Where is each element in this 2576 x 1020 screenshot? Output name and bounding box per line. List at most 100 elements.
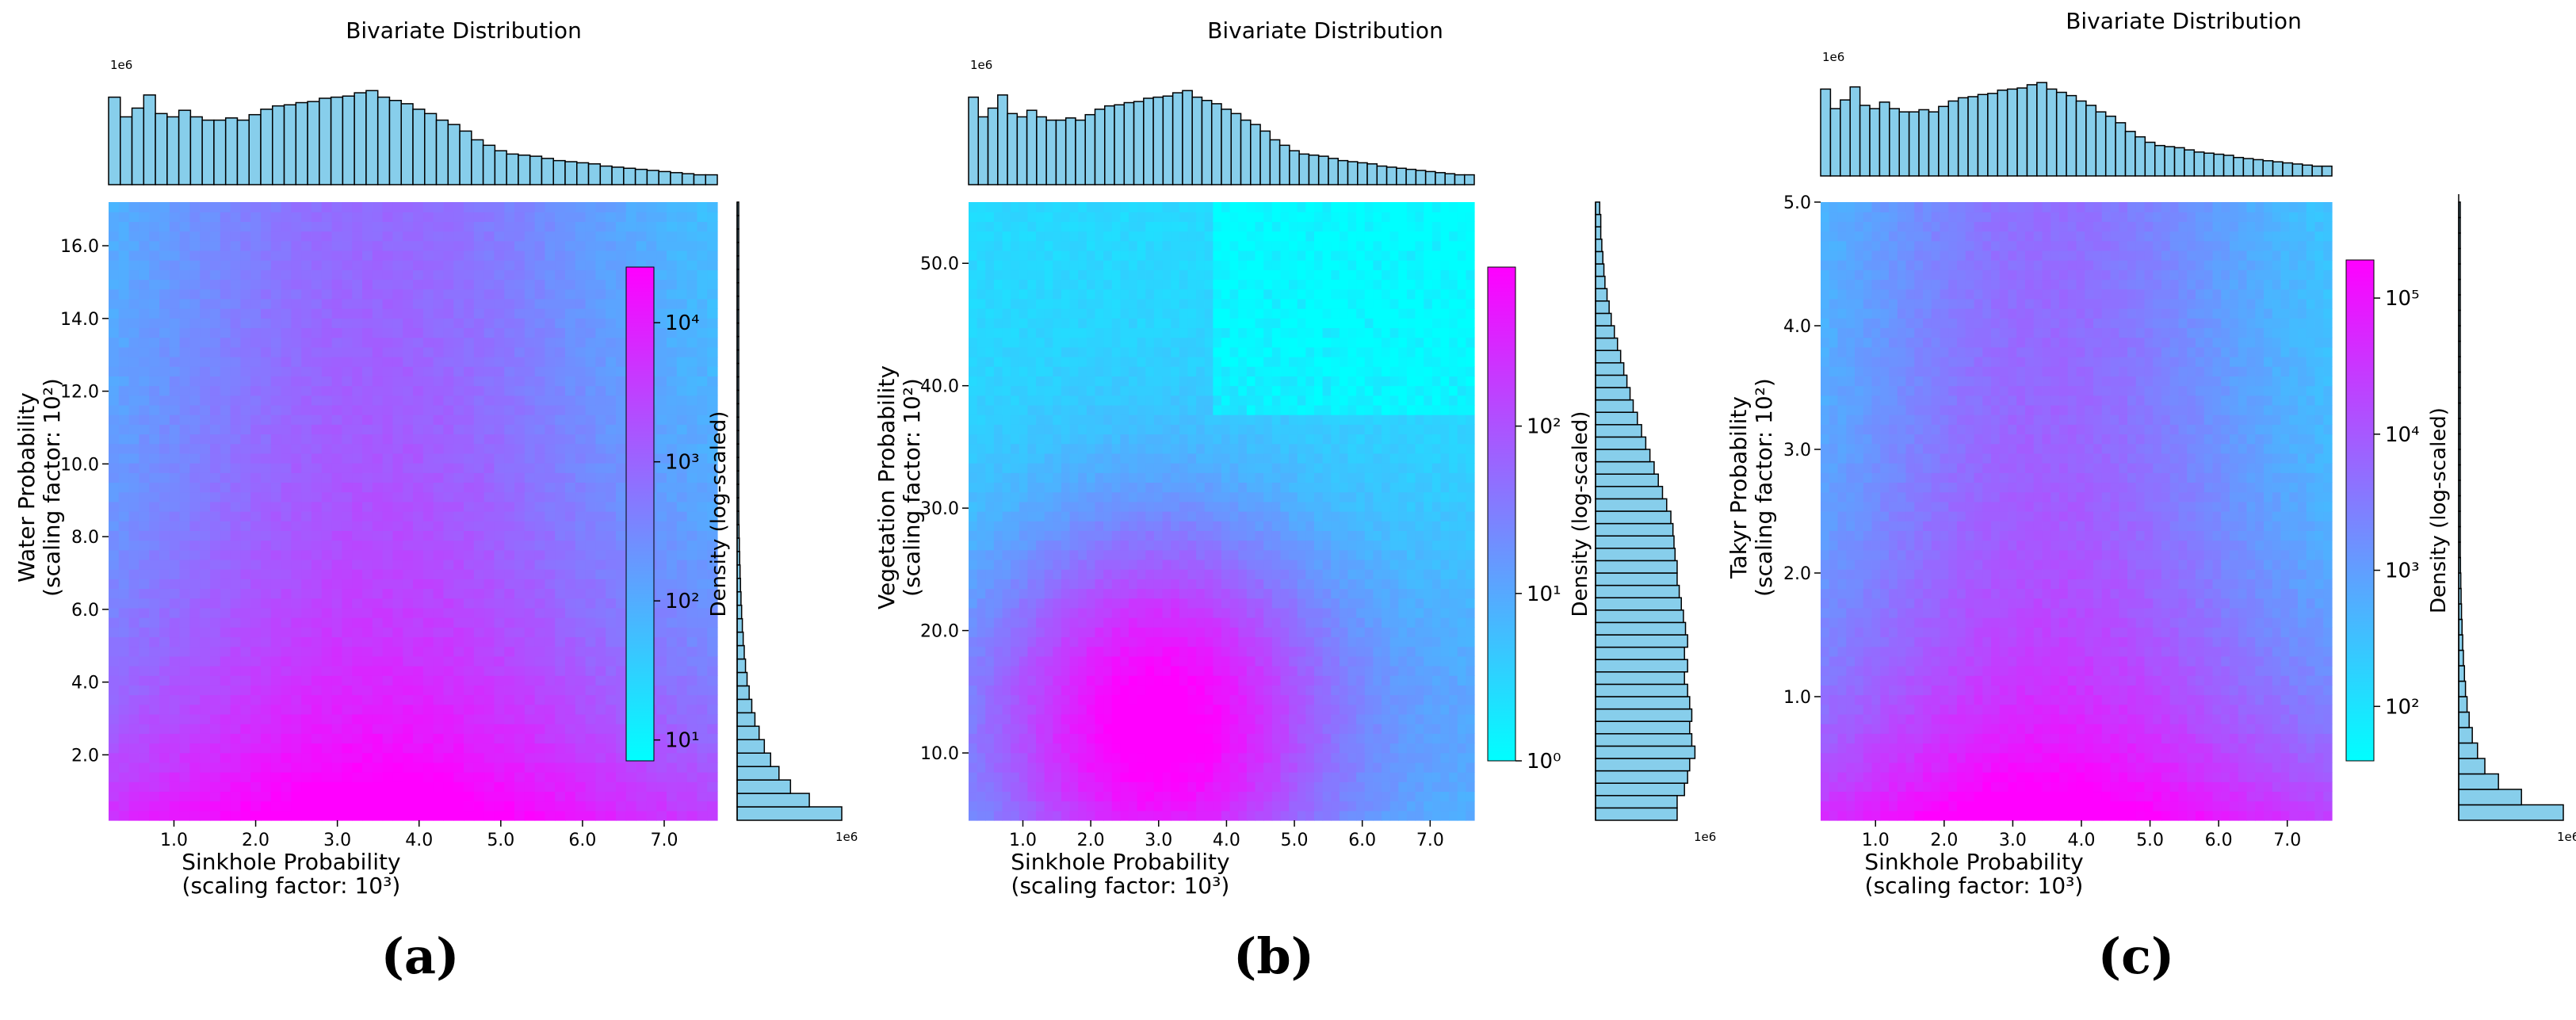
heatmap-cell [433, 221, 444, 232]
heatmap-cell [403, 617, 414, 628]
heatmap-cell [686, 318, 698, 329]
heatmap-cell [413, 443, 424, 454]
heatmap-cell [534, 298, 545, 309]
heatmap-cell [656, 810, 667, 821]
heatmap-cell [969, 385, 978, 396]
heatmap-cell [565, 491, 576, 502]
heatmap-cell [1027, 202, 1037, 212]
heatmap-cell [1019, 791, 1029, 802]
x-tick-label: 2.0 [242, 831, 269, 850]
heatmap-cell [311, 212, 323, 222]
heatmap-cell [1053, 376, 1062, 387]
heatmap-cell [230, 298, 241, 309]
heatmap-cell [200, 666, 211, 676]
heatmap-cell [342, 627, 353, 638]
heatmap-cell [1061, 685, 1071, 696]
heatmap-cell [1061, 724, 1071, 734]
heatmap-cell [169, 404, 181, 415]
heatmap-cell [707, 724, 718, 734]
heatmap-cell [230, 685, 241, 696]
heatmap-cell [240, 250, 251, 261]
heatmap-cell [331, 733, 342, 744]
heatmap-cell [1002, 337, 1011, 348]
heatmap-cell [494, 327, 505, 338]
heatmap-cell [667, 298, 678, 309]
heatmap-cell [697, 424, 708, 435]
heatmap-cell [977, 385, 986, 396]
heatmap-cell [331, 212, 342, 222]
top-hist-bar [120, 116, 133, 185]
heatmap-cell [473, 212, 485, 222]
heatmap-cell [1002, 627, 1011, 638]
heatmap-cell [321, 530, 333, 541]
heatmap-cell [993, 666, 1003, 676]
heatmap-cell [473, 395, 485, 406]
top-hist-bar [1269, 139, 1281, 185]
heatmap-cell [993, 607, 1003, 618]
heatmap-cell [969, 482, 978, 493]
x-tick-label: 1.0 [160, 831, 188, 850]
heatmap-cell [969, 298, 978, 309]
heatmap-cell [1069, 772, 1079, 782]
heatmap-cell [250, 791, 262, 802]
heatmap-cell [281, 366, 292, 376]
heatmap-cell [565, 666, 576, 676]
heatmap-cell [331, 366, 342, 376]
heatmap-cell [261, 240, 272, 251]
heatmap-cell [545, 559, 556, 570]
heatmap-cell [433, 627, 444, 638]
heatmap-cell [1027, 733, 1037, 744]
top-hist-bar [1210, 103, 1222, 185]
heatmap-cell [250, 666, 262, 676]
heatmap-cell [504, 240, 515, 251]
heatmap-cell [261, 598, 272, 609]
heatmap-cell [270, 260, 282, 270]
heatmap-cell [230, 724, 241, 734]
heatmap-cell [464, 308, 475, 319]
top-hist-bar [1171, 92, 1183, 185]
heatmap-cell [342, 414, 353, 425]
heatmap-cell [1044, 530, 1053, 541]
heatmap-cell [585, 598, 596, 609]
heatmap-cell [514, 530, 526, 541]
heatmap-cell [261, 762, 272, 773]
heatmap-cell [422, 491, 434, 502]
top-hist-bar [1385, 166, 1397, 185]
heatmap-cell [382, 482, 393, 493]
heatmap-cell [453, 810, 464, 821]
heatmap-cell [585, 463, 596, 473]
heatmap-cell [686, 598, 698, 609]
heatmap-cell [1002, 482, 1011, 493]
heatmap-cell [372, 704, 384, 715]
heatmap-cell [118, 463, 130, 473]
heatmap-cell [1019, 463, 1029, 473]
heatmap-cell [1078, 655, 1087, 667]
heatmap-cell [179, 733, 190, 744]
heatmap-cell [291, 713, 302, 724]
heatmap-cell [1027, 781, 1037, 793]
heatmap-cell [422, 588, 434, 599]
heatmap-cell [565, 366, 576, 376]
heatmap-cell [443, 521, 454, 531]
heatmap-cell [565, 655, 576, 667]
heatmap-cell [109, 308, 120, 319]
heatmap-cell [1078, 434, 1087, 445]
heatmap-cell [676, 453, 688, 464]
heatmap-cell [1002, 202, 1011, 212]
heatmap-cell [1036, 800, 1045, 812]
heatmap-cell [985, 598, 995, 609]
heatmap-cell [291, 511, 302, 521]
heatmap-cell [453, 627, 464, 638]
heatmap-cell [240, 221, 251, 232]
heatmap-cell [230, 733, 241, 744]
heatmap-cell [270, 308, 282, 319]
heatmap-cell [1011, 772, 1020, 782]
heatmap-cell [261, 327, 272, 338]
heatmap-cell [1053, 559, 1062, 570]
heatmap-cell [545, 800, 556, 812]
heatmap-cell [1036, 395, 1045, 406]
heatmap-cell [372, 202, 384, 212]
heatmap-cell [311, 318, 323, 329]
heatmap-cell [230, 588, 241, 599]
heatmap-cell [169, 743, 181, 754]
